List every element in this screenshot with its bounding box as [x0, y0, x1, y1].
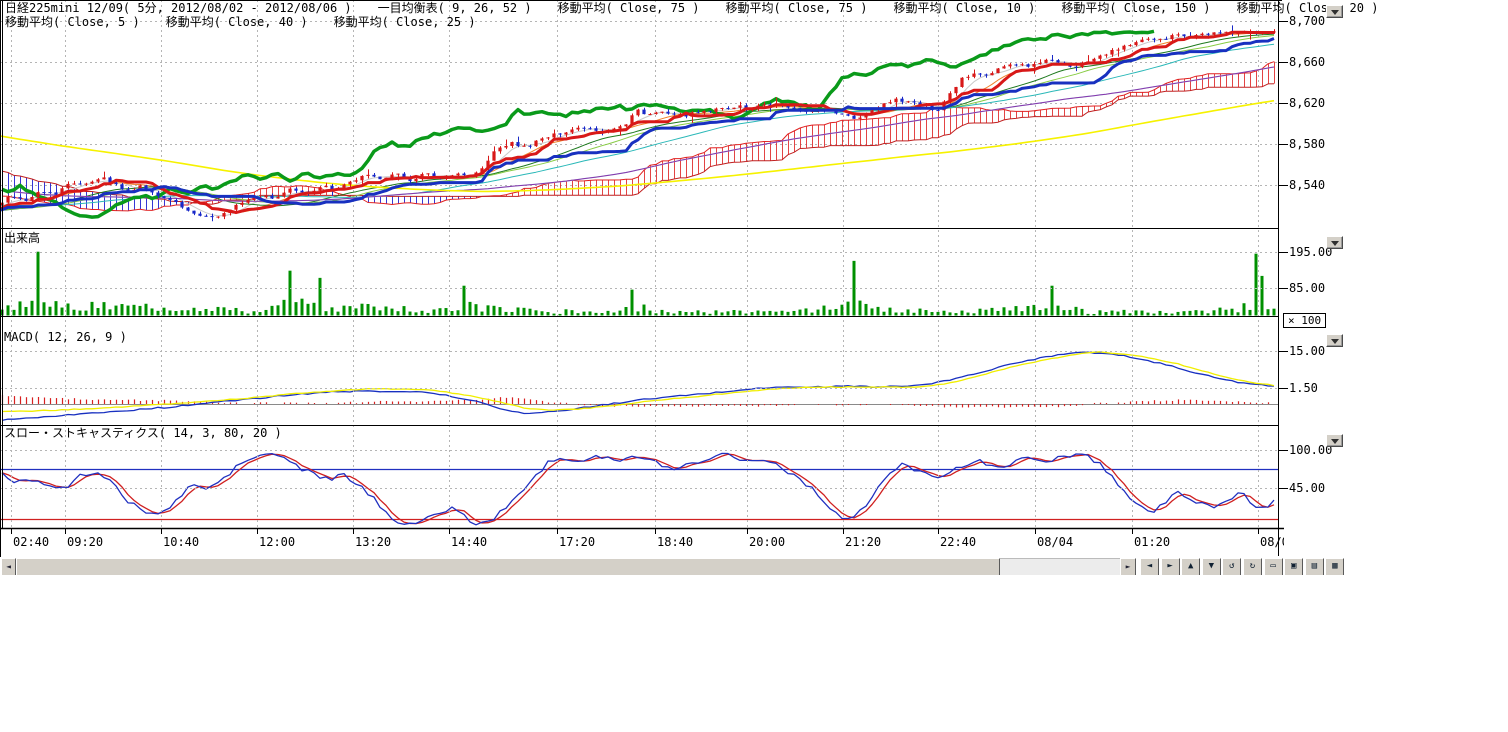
chart-canvas [0, 0, 1345, 575]
legend-item: 移動平均( Close, 75 ) [726, 2, 868, 15]
chevron-down-icon [1331, 439, 1339, 448]
volume-multiplier-badge: × 100 [1283, 313, 1326, 328]
legend-row-1: 日経225mini 12/09( 5分, 2012/08/02 - 2012/0… [5, 2, 1378, 15]
axis-tick-label: 8,580 [1289, 137, 1325, 151]
panel-scale-dropdown-button[interactable] [1326, 434, 1343, 447]
legend-item: 移動平均( Close, 75 ) [558, 2, 700, 15]
toolbar-button-3[interactable]: ▲ [1181, 558, 1200, 575]
scrollbar-thumb[interactable] [16, 558, 1000, 575]
legend-item: 移動平均( Close, 25 ) [334, 16, 476, 29]
toolbar-button-4[interactable]: ▼ [1202, 558, 1221, 575]
panel-scale-dropdown-button[interactable] [1326, 5, 1343, 18]
stochastics-panel-label: スロー・ストキャスティクス( 14, 3, 80, 20 ) [4, 427, 282, 440]
axis-tick-label: 8,540 [1289, 178, 1325, 192]
bottom-scroll-strip: ◄ ► ◄►▲▼↺↻▭▣▤▦ [0, 558, 1345, 575]
volume-panel-label: 出来高 [4, 232, 40, 245]
scrollbar-track[interactable] [1000, 558, 1120, 575]
chart-window: 日経225mini 12/09( 5分, 2012/08/02 - 2012/0… [0, 0, 1508, 732]
axis-tick-label: 8,700 [1289, 14, 1325, 28]
toolbar-button-6[interactable]: ↻ [1243, 558, 1262, 575]
axis-tick-label: 15.00 [1289, 344, 1325, 358]
legend-item: 移動平均( Close, 40 ) [166, 16, 308, 29]
chevron-down-icon [1331, 339, 1339, 348]
legend-item: 移動平均( Close, 150 ) [1061, 2, 1210, 15]
legend-item: 日経225mini 12/09( 5分, 2012/08/02 - 2012/0… [5, 2, 352, 15]
axis-tick-label: 85.00 [1289, 281, 1325, 295]
panel-scale-dropdown-button[interactable] [1326, 334, 1343, 347]
panel-scale-dropdown-button[interactable] [1326, 236, 1343, 249]
axis-tick-label: 8,620 [1289, 96, 1325, 110]
legend-item: 移動平均( Close, 10 ) [893, 2, 1035, 15]
toolbar-button-2[interactable]: ► [1161, 558, 1180, 575]
chevron-down-icon [1331, 10, 1339, 19]
legend-item: 移動平均( Close, 5 ) [5, 16, 140, 29]
axis-tick-label: 1.50 [1289, 381, 1318, 395]
axis-tick-label: 45.00 [1289, 481, 1325, 495]
scroll-right-button[interactable]: ► [1120, 558, 1136, 575]
toolbar-button-7[interactable]: ▭ [1264, 558, 1283, 575]
toolbar-button-8[interactable]: ▣ [1284, 558, 1303, 575]
macd-panel-label: MACD( 12, 26, 9 ) [4, 331, 127, 344]
toolbar-button-1[interactable]: ◄ [1140, 558, 1159, 575]
toolbar-button-5[interactable]: ↺ [1222, 558, 1241, 575]
axis-tick-label: 8,660 [1289, 55, 1325, 69]
scroll-left-button[interactable]: ◄ [1, 558, 16, 575]
legend-row-2: 移動平均( Close, 5 ) 移動平均( Close, 40 ) 移動平均( C… [5, 16, 476, 29]
toolbar-button-9[interactable]: ▤ [1305, 558, 1324, 575]
toolbar-button-10[interactable]: ▦ [1325, 558, 1344, 575]
legend-item: 一目均衡表( 9, 26, 52 ) [378, 2, 532, 15]
chevron-down-icon [1331, 241, 1339, 250]
